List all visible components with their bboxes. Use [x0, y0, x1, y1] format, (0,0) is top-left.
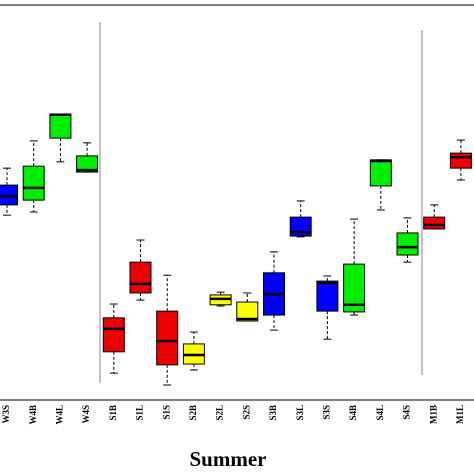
- x-tick-label: M1B: [428, 405, 438, 424]
- box: [22, 165, 45, 201]
- box: [102, 317, 125, 353]
- x-tick-label: S3S: [321, 405, 331, 420]
- x-tick-label: S1S: [161, 405, 171, 420]
- box: [423, 216, 446, 230]
- box: [449, 152, 472, 169]
- x-tick-label: S2S: [241, 405, 251, 420]
- x-tick-label: S2B: [188, 405, 198, 421]
- box: [369, 159, 392, 187]
- box: [156, 310, 179, 366]
- box: [49, 113, 72, 139]
- box: [396, 232, 419, 256]
- x-tick-label: W4L: [54, 405, 64, 425]
- x-tick-label: S4L: [375, 405, 385, 421]
- box: [236, 301, 259, 322]
- box: [343, 263, 366, 313]
- x-tick-label: S3L: [295, 405, 305, 421]
- x-tick-label: S4S: [402, 405, 412, 420]
- x-tick-label: W4S: [81, 405, 91, 424]
- box: [316, 280, 339, 312]
- x-tick-label: W3S: [1, 405, 11, 424]
- x-tick-label: M1L: [455, 405, 465, 424]
- x-tick-label: S1B: [108, 405, 118, 421]
- x-axis-title: Summer: [190, 447, 267, 471]
- x-tick-label: S4B: [348, 405, 358, 421]
- x-tick-label: W4B: [28, 405, 38, 425]
- x-tick-label: S2L: [215, 405, 225, 421]
- box: [129, 261, 152, 294]
- box: [76, 155, 99, 173]
- x-tick-label: S3B: [268, 405, 278, 421]
- x-tick-label: S1L: [135, 405, 145, 421]
